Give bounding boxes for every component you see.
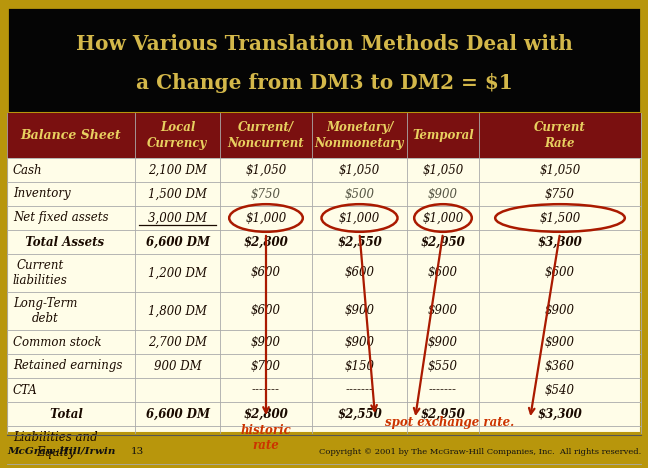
Text: spot exchange rate.: spot exchange rate.	[386, 416, 515, 429]
Text: Total Assets: Total Assets	[13, 235, 104, 249]
Text: McGraw-Hill/Irwin: McGraw-Hill/Irwin	[7, 447, 115, 456]
Text: $750: $750	[545, 188, 575, 200]
Text: -------: -------	[345, 383, 373, 396]
Text: Common stock: Common stock	[13, 336, 102, 349]
Text: $900: $900	[345, 336, 375, 349]
Text: Current/
Noncurrent: Current/ Noncurrent	[227, 121, 305, 150]
Text: Retained earnings: Retained earnings	[13, 359, 122, 373]
Text: How Various Translation Methods Deal with: How Various Translation Methods Deal wit…	[76, 34, 572, 54]
Text: $900: $900	[251, 336, 281, 349]
Text: 1,500 DM: 1,500 DM	[148, 188, 207, 200]
Text: $900: $900	[428, 305, 458, 317]
Text: historic
rate: historic rate	[240, 424, 292, 452]
Text: $900: $900	[545, 336, 575, 349]
Text: Local
Currency: Local Currency	[147, 121, 208, 150]
Polygon shape	[7, 113, 641, 158]
Text: 13: 13	[130, 447, 144, 456]
Text: Copyright © 2001 by The McGraw-Hill Companies, Inc.  All rights reserved.: Copyright © 2001 by The McGraw-Hill Comp…	[319, 447, 641, 455]
Text: Inventory: Inventory	[13, 188, 71, 200]
Text: Monetary/
Nonmonetary: Monetary/ Nonmonetary	[315, 121, 404, 150]
Text: 1,200 DM: 1,200 DM	[148, 266, 207, 279]
Text: 6,600 DM: 6,600 DM	[146, 235, 209, 249]
Text: $2,950: $2,950	[421, 235, 465, 249]
Polygon shape	[0, 435, 648, 468]
Text: $3,300: $3,300	[538, 408, 583, 421]
Text: $2,550: $2,550	[337, 235, 382, 249]
Text: Cash: Cash	[13, 163, 43, 176]
Text: $1,050: $1,050	[339, 163, 380, 176]
Text: $550: $550	[428, 359, 458, 373]
Text: $750: $750	[251, 188, 281, 200]
Text: $540: $540	[545, 383, 575, 396]
Text: 6,600 DM: 6,600 DM	[146, 408, 209, 421]
Text: $900: $900	[345, 305, 375, 317]
Text: 3,000 DM: 3,000 DM	[148, 212, 207, 225]
Text: $2,950: $2,950	[421, 408, 465, 421]
Text: $360: $360	[545, 359, 575, 373]
Text: Temporal: Temporal	[412, 129, 474, 142]
Text: CTA: CTA	[13, 383, 38, 396]
Text: $900: $900	[545, 305, 575, 317]
Text: Current
Rate: Current Rate	[534, 121, 586, 150]
Text: $600: $600	[428, 266, 458, 279]
Text: $150: $150	[345, 359, 375, 373]
Text: $3,300: $3,300	[538, 235, 583, 249]
Text: $1,050: $1,050	[539, 163, 581, 176]
Text: 900 DM: 900 DM	[154, 359, 202, 373]
Text: $500: $500	[345, 188, 375, 200]
Text: a Change from DM3 to DM2 = $1: a Change from DM3 to DM2 = $1	[135, 73, 513, 93]
Text: 1,800 DM: 1,800 DM	[148, 305, 207, 317]
Text: 2,700 DM: 2,700 DM	[148, 336, 207, 349]
Text: -------: -------	[252, 383, 280, 396]
Text: $900: $900	[428, 188, 458, 200]
Text: $1,000: $1,000	[339, 212, 380, 225]
Polygon shape	[7, 113, 641, 433]
Text: -------: -------	[429, 383, 457, 396]
Text: $1,500: $1,500	[539, 212, 581, 225]
Text: $600: $600	[545, 266, 575, 279]
Text: Long-Term
debt: Long-Term debt	[13, 297, 77, 325]
Text: $600: $600	[251, 305, 281, 317]
Text: $1,050: $1,050	[246, 163, 286, 176]
Text: $2,550: $2,550	[337, 408, 382, 421]
Text: $600: $600	[251, 266, 281, 279]
Text: $1,050: $1,050	[422, 163, 463, 176]
Text: $600: $600	[345, 266, 375, 279]
Text: 2,100 DM: 2,100 DM	[148, 163, 207, 176]
Text: $1,000: $1,000	[422, 212, 463, 225]
Text: Current
liabilities: Current liabilities	[13, 259, 68, 287]
Text: Total: Total	[13, 408, 83, 421]
Text: $2,800: $2,800	[244, 235, 288, 249]
Text: $1,000: $1,000	[246, 212, 286, 225]
Polygon shape	[7, 7, 641, 113]
Text: $900: $900	[428, 336, 458, 349]
Text: $700: $700	[251, 359, 281, 373]
Text: Liabilities and
Equity: Liabilities and Equity	[13, 431, 98, 459]
Text: Net fixed assets: Net fixed assets	[13, 212, 108, 225]
Text: Balance Sheet: Balance Sheet	[21, 129, 121, 142]
Text: $2,800: $2,800	[244, 408, 288, 421]
